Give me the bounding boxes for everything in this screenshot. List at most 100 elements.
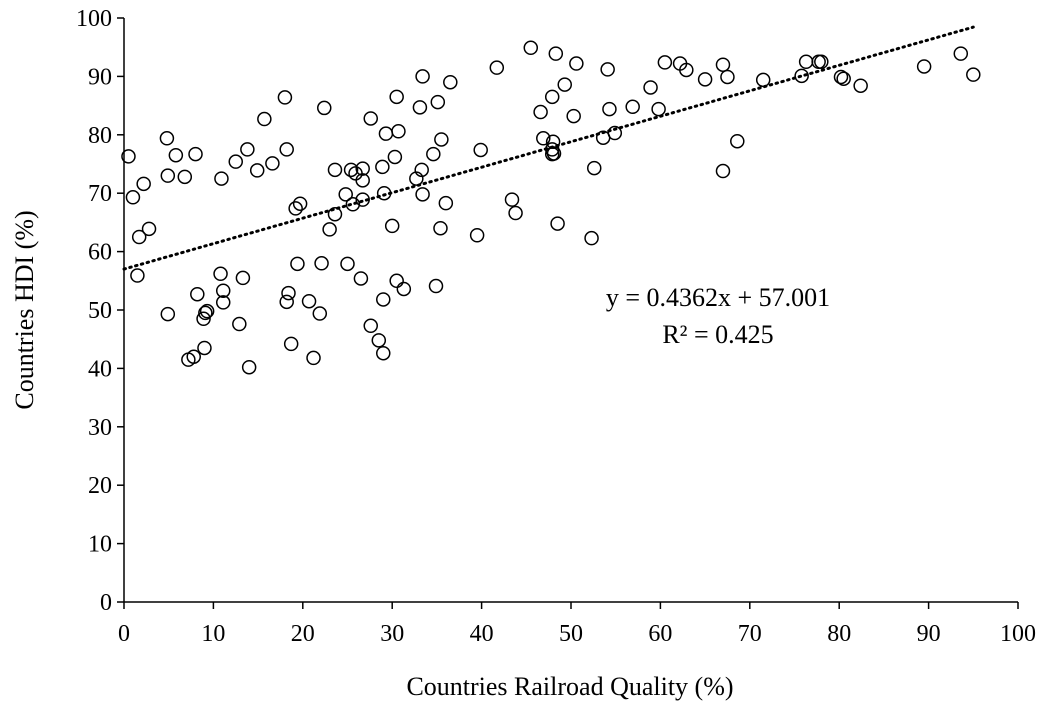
data-point <box>536 131 551 146</box>
data-point <box>443 74 458 90</box>
data-point <box>317 100 332 116</box>
data-point <box>215 295 231 310</box>
data-point <box>338 187 353 202</box>
data-point <box>489 60 505 75</box>
data-point <box>197 340 212 356</box>
data-point <box>548 46 564 61</box>
data-point <box>196 311 211 327</box>
data-point <box>279 142 294 157</box>
data-point <box>177 169 193 185</box>
data-point <box>306 350 321 366</box>
data-point <box>371 333 387 348</box>
data-point <box>376 185 392 201</box>
y-tick-label: 50 <box>88 298 112 324</box>
y-tick-label: 100 <box>76 6 112 32</box>
data-point <box>345 197 361 212</box>
x-tick-label: 30 <box>380 621 404 647</box>
data-point <box>168 147 184 163</box>
data-points <box>121 40 981 375</box>
data-point <box>836 71 851 86</box>
data-point <box>391 124 406 139</box>
data-point <box>469 227 485 243</box>
data-point <box>322 222 337 237</box>
data-point <box>533 104 548 120</box>
data-point <box>546 146 562 161</box>
data-point <box>389 89 404 105</box>
data-point <box>160 168 176 183</box>
data-point <box>213 266 228 282</box>
data-point <box>343 162 359 178</box>
x-tick-label: 90 <box>917 621 941 647</box>
data-point <box>814 54 829 70</box>
data-point <box>794 68 809 84</box>
data-point <box>375 159 390 175</box>
data-point <box>376 292 391 307</box>
data-point <box>414 162 429 178</box>
data-point <box>550 216 565 231</box>
data-point <box>314 256 329 271</box>
x-tick-label: 50 <box>559 621 583 647</box>
data-point <box>130 268 145 283</box>
data-point <box>312 306 328 321</box>
data-point <box>121 149 136 164</box>
data-point <box>327 162 343 178</box>
data-point <box>557 77 572 92</box>
data-point <box>544 89 560 105</box>
data-point <box>159 131 175 146</box>
data-point <box>916 59 932 74</box>
x-tick-label: 10 <box>201 621 225 647</box>
data-point <box>586 160 602 176</box>
data-point <box>228 154 243 169</box>
data-point <box>125 190 141 205</box>
trendline-r-squared: R² = 0.425 <box>662 320 773 349</box>
x-tick-label: 100 <box>1000 621 1036 647</box>
data-point <box>545 134 561 150</box>
trendline-equation: y = 0.4362x + 57.001 <box>606 283 830 312</box>
data-point <box>292 196 308 211</box>
data-point <box>504 192 520 207</box>
axes <box>123 18 1018 603</box>
data-point <box>363 111 378 126</box>
data-point <box>473 142 488 158</box>
data-point <box>232 316 247 332</box>
data-point <box>412 100 428 115</box>
data-point <box>415 69 430 84</box>
y-axis-title: Countries HDI (%) <box>10 210 39 409</box>
data-point <box>141 221 157 237</box>
y-tick-label: 30 <box>88 415 112 441</box>
data-point <box>651 101 666 117</box>
data-point <box>833 69 849 85</box>
data-point <box>340 256 355 272</box>
data-point <box>215 283 231 298</box>
data-point <box>363 318 378 334</box>
x-tick-label: 70 <box>738 621 762 647</box>
data-point <box>283 336 299 352</box>
data-point <box>353 271 369 286</box>
data-point <box>798 54 814 70</box>
data-point <box>279 294 294 310</box>
data-point <box>384 218 400 234</box>
data-point <box>376 345 391 361</box>
data-point <box>508 205 523 221</box>
data-point <box>186 349 201 364</box>
data-point <box>430 94 446 110</box>
data-point <box>966 67 981 82</box>
data-point <box>602 101 617 117</box>
data-point <box>433 220 448 236</box>
data-point <box>265 156 280 171</box>
y-tick-label: 0 <box>100 590 112 616</box>
data-point <box>720 69 735 85</box>
y-tick-label: 60 <box>88 240 112 266</box>
data-point <box>190 286 205 302</box>
data-point <box>566 108 581 124</box>
data-point <box>241 359 257 375</box>
data-point <box>569 56 584 71</box>
data-point <box>290 256 305 272</box>
data-point <box>657 55 673 70</box>
data-point <box>301 293 317 309</box>
data-point <box>584 230 599 246</box>
data-point <box>378 126 394 141</box>
data-point <box>199 303 215 319</box>
y-axis-ticks: 0 10 20 30 40 50 60 70 80 90 100 <box>76 6 124 616</box>
data-point <box>355 192 370 207</box>
